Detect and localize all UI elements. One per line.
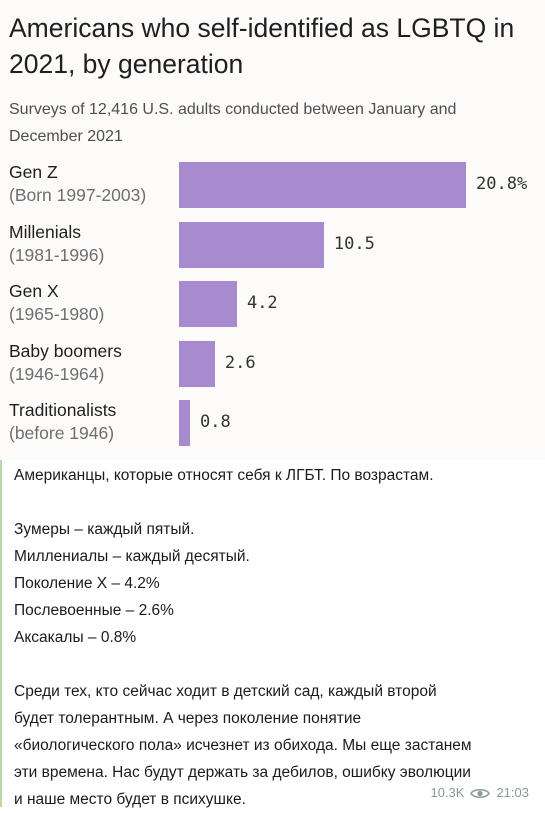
eye-icon bbox=[470, 788, 491, 798]
message-text: Американцы, которые относят себя к ЛГБТ.… bbox=[14, 462, 534, 813]
category-years-label: (1946-1964) bbox=[9, 363, 105, 384]
bar bbox=[179, 340, 215, 387]
category-years-label: (1981-1996) bbox=[9, 244, 105, 265]
bar-row: Traditionalists (before 1946) 0.8 bbox=[0, 398, 545, 450]
message-line: Миллениалы – каждый десятый. bbox=[14, 548, 250, 565]
message-line: Зумеры – каждый пятый. bbox=[14, 521, 195, 538]
bar-row: Millenials (1981-1996) 10.5 bbox=[0, 220, 545, 272]
bar bbox=[179, 400, 191, 446]
bar-value-label: 20.8% bbox=[476, 174, 528, 194]
message-meta: 10.3K 21:03 bbox=[430, 784, 529, 802]
bar bbox=[179, 281, 237, 327]
message-paragraph-gap bbox=[14, 489, 534, 516]
message-paragraph-gap bbox=[14, 651, 534, 678]
category-label: Traditionalists bbox=[9, 400, 117, 420]
category-years-label: (1965-1980) bbox=[9, 304, 105, 324]
bar-value-label: 0.8 bbox=[200, 412, 231, 432]
message-line: Поколение Х – 4.2% bbox=[14, 575, 160, 592]
message-time: 21:03 bbox=[496, 785, 529, 800]
message-line: Американцы, которые относят себя к ЛГБТ.… bbox=[14, 467, 434, 484]
category-label: Gen X bbox=[9, 281, 59, 301]
category-years-label: (Born 1997-2003) bbox=[9, 185, 147, 205]
message-line: эти времена. Нас будут держать за дебило… bbox=[14, 764, 471, 781]
message-line: Послевоенные – 2.6% bbox=[14, 602, 174, 619]
message-line: будет толерантным. А через поколение пон… bbox=[14, 710, 362, 727]
bar-row: Gen X (1965-1980) 4.2 bbox=[0, 279, 545, 331]
category-label: Baby boomers bbox=[9, 340, 122, 361]
message-line: и наше место будет в психушке. bbox=[14, 791, 246, 808]
chart-subtitle: Surveys of 12,416 U.S. adults conducted … bbox=[9, 101, 457, 145]
category-years-label: (before 1946) bbox=[9, 423, 115, 443]
message-line: Аксакалы – 0.8% bbox=[14, 629, 137, 646]
bar-value-label: 10.5 bbox=[333, 233, 375, 254]
bar-row: Baby boomers (1946-1964) 2.6 bbox=[0, 339, 545, 391]
bar bbox=[179, 162, 467, 208]
bar-row: Gen Z (Born 1997-2003) 20.8% bbox=[0, 160, 545, 212]
message-line: Среди тех, кто сейчас ходит в детский са… bbox=[14, 683, 437, 700]
view-count: 10.3K bbox=[430, 785, 465, 800]
category-label: Gen Z bbox=[9, 162, 58, 182]
message-line: «биологического пола» исчезнет из обиход… bbox=[14, 737, 472, 754]
chart-title: Americans who self-identified as LGBTQ i… bbox=[9, 13, 515, 79]
category-label: Millenials bbox=[9, 221, 81, 242]
bar-value-label: 4.2 bbox=[246, 293, 278, 313]
bar bbox=[179, 221, 324, 268]
bar-value-label: 2.6 bbox=[224, 352, 256, 373]
chart-image[interactable]: Americans who self-identified as LGBTQ i… bbox=[0, 0, 545, 460]
